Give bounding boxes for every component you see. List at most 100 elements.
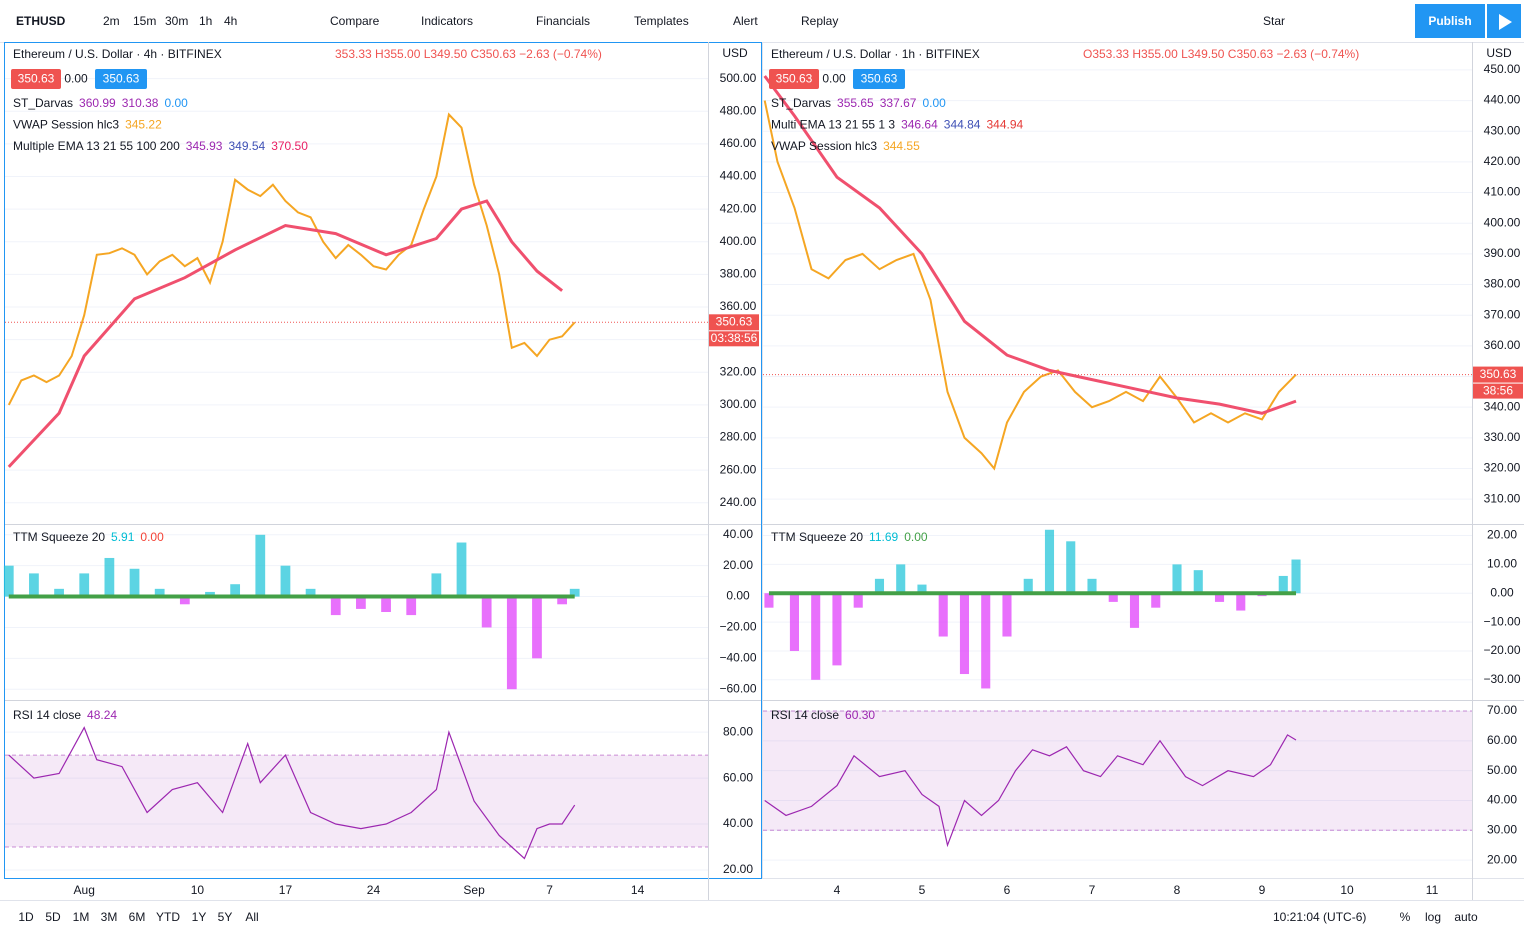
legend-value: 345.22 (125, 118, 162, 132)
toolbar-button[interactable]: Indicators (421, 14, 473, 28)
price-badge: 350.63 (776, 72, 813, 86)
interval[interactable]: 30m (165, 14, 188, 28)
toolbar-button[interactable]: Financials (536, 14, 590, 28)
price-line (763, 100, 1297, 471)
x-tick-label: 7 (546, 883, 553, 897)
range-button[interactable]: YTD (156, 910, 180, 924)
squeeze-bar (1193, 570, 1203, 594)
axis-option[interactable]: % (1400, 910, 1411, 924)
squeeze-bar (532, 596, 542, 659)
price-badge-bg (95, 69, 147, 89)
x-tick-label: 24 (367, 883, 381, 897)
range-button[interactable]: 1Y (192, 910, 207, 924)
price-badge-bg (769, 69, 819, 89)
x-tick-label: Sep (463, 883, 485, 897)
legend-value: 0.00 (922, 96, 946, 110)
interval[interactable]: 15m (133, 14, 156, 28)
y-tick-label: 410.00 (1484, 185, 1521, 199)
chart-frame (762, 42, 1524, 879)
rsi-band (5, 755, 708, 847)
legend-name: ST_Darvas (771, 96, 831, 110)
axis-option[interactable]: auto (1454, 910, 1478, 924)
countdown-tag (1473, 383, 1523, 399)
interval[interactable]: 1h (199, 14, 212, 28)
squeeze-bar (205, 591, 215, 597)
range-button[interactable]: 5Y (218, 910, 233, 924)
rsi-line (8, 726, 576, 860)
range-button[interactable]: 1D (18, 910, 34, 924)
legend-name: VWAP Session hlc3 (13, 118, 119, 132)
y-tick-label: 280.00 (720, 430, 757, 444)
interval[interactable]: 2m (103, 14, 120, 28)
y-tick-label: 60.00 (1487, 733, 1517, 747)
squeeze-bar (853, 593, 863, 608)
range-button[interactable]: 1M (73, 910, 90, 924)
toolbar-button[interactable]: Templates (634, 14, 689, 28)
legend-name: RSI 14 close (771, 708, 839, 722)
squeeze-bar (506, 596, 517, 690)
price-badge: 350.63 (18, 72, 55, 86)
interval[interactable]: 4h (224, 14, 237, 28)
y-tick-label: 360.00 (1484, 338, 1521, 352)
y-tick-label: 260.00 (720, 462, 757, 476)
y-tick-label: 310.00 (1484, 491, 1521, 505)
y-tick-label: 40.00 (1487, 793, 1517, 807)
legend-value: 370.50 (271, 139, 308, 153)
axis-unit: USD (722, 46, 748, 60)
squeeze-bar (832, 593, 842, 666)
x-tick-label: 11 (1426, 883, 1439, 897)
x-tick-label: 9 (1259, 883, 1266, 897)
price-badge: 350.63 (103, 72, 140, 86)
y-tick-label: 40.00 (723, 527, 753, 541)
toolbar-button[interactable]: Compare (330, 14, 380, 28)
squeeze-bar (557, 596, 568, 605)
legend-name: RSI 14 close (13, 708, 81, 722)
y-tick-label: 50.00 (1487, 763, 1517, 777)
last-price: 350.63 (716, 314, 753, 328)
squeeze-bar (29, 573, 39, 597)
range-button[interactable]: All (245, 910, 258, 924)
legend-value: 48.24 (87, 708, 117, 722)
squeeze-bar (917, 584, 927, 594)
y-tick-label: 420.00 (720, 201, 757, 215)
y-tick-label: −30.00 (1483, 672, 1520, 686)
legend-value: 0.00 (140, 530, 164, 544)
y-tick-label: 320.00 (1484, 461, 1521, 475)
range-button[interactable]: 3M (101, 910, 118, 924)
x-tick-label: 17 (279, 883, 293, 897)
x-tick-label: 10 (191, 883, 205, 897)
axis-option[interactable]: log (1425, 910, 1441, 924)
range-button[interactable]: 6M (129, 910, 146, 924)
star-button[interactable]: Star (1263, 14, 1285, 28)
countdown-tag (709, 331, 759, 347)
last-price-tag (709, 314, 759, 331)
legend-value: 344.94 (986, 118, 1023, 132)
squeeze-bar (874, 578, 885, 594)
price-badge: 0.00 (822, 72, 846, 86)
legend-value: 349.54 (228, 139, 265, 153)
x-tick-label: Aug (74, 883, 95, 897)
y-tick-label: 460.00 (720, 136, 757, 150)
chart-title: Ethereum / U.S. Dollar · 1h · BITFINEX (771, 47, 980, 61)
squeeze-bar (1278, 575, 1288, 594)
squeeze-bar (1172, 564, 1182, 594)
range-button[interactable]: 5D (45, 910, 61, 924)
y-tick-label: 0.00 (726, 589, 750, 603)
y-tick-label: 390.00 (1484, 246, 1521, 260)
price-badge-bg (853, 69, 905, 89)
chart-frame (4, 42, 762, 879)
squeeze-bar (330, 596, 341, 616)
x-tick-label: 7 (1089, 883, 1096, 897)
y-tick-label: 440.00 (720, 169, 757, 183)
y-tick-label: 20.00 (723, 558, 753, 572)
publish-button[interactable]: Publish (1428, 14, 1471, 28)
toolbar-button[interactable]: Alert (733, 14, 758, 28)
legend-name: TTM Squeeze 20 (13, 530, 105, 544)
y-tick-label: 20.00 (1487, 528, 1517, 542)
squeeze-bar (981, 593, 991, 689)
price-line (763, 75, 1297, 415)
symbol[interactable]: ETHUSD (16, 14, 66, 28)
toolbar-button[interactable]: Replay (801, 14, 838, 28)
squeeze-bar (1044, 529, 1055, 594)
squeeze-bar (1108, 593, 1118, 602)
